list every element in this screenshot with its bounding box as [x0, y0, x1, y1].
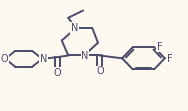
- Text: N: N: [39, 54, 47, 64]
- Text: F: F: [156, 42, 162, 52]
- Text: O: O: [53, 68, 61, 78]
- Text: O: O: [0, 54, 8, 64]
- Text: N: N: [81, 51, 89, 61]
- Text: O: O: [96, 66, 104, 76]
- Text: F: F: [167, 54, 173, 64]
- Text: N: N: [71, 23, 78, 33]
